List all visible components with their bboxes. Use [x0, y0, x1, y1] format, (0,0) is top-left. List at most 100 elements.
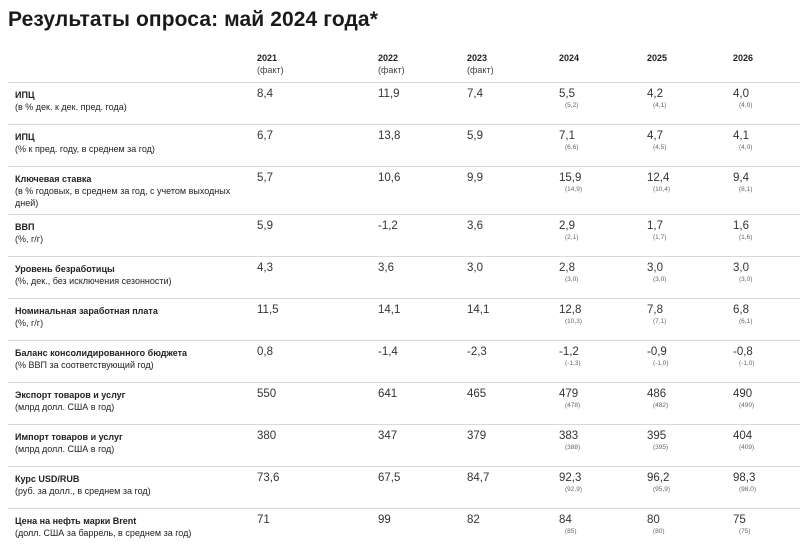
fact-value-2022: -1,4 [378, 346, 398, 358]
previous-forecast-value: (10,4) [653, 186, 670, 193]
previous-forecast-value: (14,9) [565, 186, 582, 193]
fact-value-2023: 82 [467, 514, 480, 526]
column-year: 2025 [647, 53, 668, 63]
forecast-value: 92,3 [559, 472, 582, 484]
table-row: Курс USD/RUB (руб. за долл., в среднем за… [8, 467, 800, 509]
previous-forecast-value: (482) [653, 402, 669, 409]
forecast-cell-2025: 7,8 (7,1) [647, 303, 683, 326]
forecast-value: 4,0 [733, 88, 749, 100]
row-label: Уровень безработицы (%, дек., без исключе… [15, 263, 250, 287]
table-row: ИПЦ (% к пред. году, в среднем за год) 6,7… [8, 125, 800, 167]
fact-value-2023: 5,9 [467, 130, 483, 142]
table-row: Уровень безработицы (%, дек., без исключе… [8, 257, 800, 299]
row-label: Баланс консолидированного бюджета (% ВВП … [15, 347, 250, 371]
indicator-unit: (млрд долл. США в год) [15, 444, 115, 454]
previous-forecast-value: (1,6) [739, 234, 753, 241]
indicator-name: Курс USD/RUB [15, 474, 80, 484]
indicator-unit: (% ВВП за соответствующий год) [15, 360, 154, 370]
row-label: ВВП (%, г/г) [15, 221, 250, 245]
forecast-cell-2026: 1,6 (1,6) [733, 219, 769, 242]
page-title: Результаты опроса: май 2024 года* [8, 8, 378, 31]
table-row: Экспорт товаров и услуг (млрд долл. США в… [8, 383, 800, 425]
indicator-name: Экспорт товаров и услуг [15, 390, 126, 400]
table-row: Импорт товаров и услуг (млрд долл. США в … [8, 425, 800, 467]
column-year: 2026 [733, 53, 754, 63]
forecast-cell-2024: 5,5 (5,2) [559, 87, 595, 110]
forecast-cell-2025: 12,4 (10,4) [647, 171, 683, 194]
forecast-value: -1,2 [559, 346, 579, 358]
fact-value-2021: 11,5 [257, 304, 279, 316]
fact-value-2023: 7,4 [467, 88, 483, 100]
forecast-cell-2024: 383 (388) [559, 429, 595, 452]
forecast-value: 486 [647, 388, 667, 400]
previous-forecast-value: (-1,0) [739, 360, 755, 367]
fact-value-2023: 3,6 [467, 220, 483, 232]
previous-forecast-value: (4,1) [653, 102, 667, 109]
forecast-cell-2026: 490 (490) [733, 387, 769, 410]
previous-forecast-value: (80) [653, 528, 665, 535]
forecast-value: 15,9 [559, 172, 582, 184]
fact-value-2021: 73,6 [257, 472, 280, 484]
fact-value-2021: 0,8 [257, 346, 273, 358]
column-year: 2023 [467, 53, 488, 63]
column-header-2022: 2022 (факт) [378, 52, 405, 76]
table-row: ИПЦ (в % дек. к дек. пред. года) 8,4 11,9 7,… [8, 83, 800, 125]
fact-value-2023: 14,1 [467, 304, 490, 316]
fact-value-2022: 13,8 [378, 130, 401, 142]
forecast-cell-2024: 84 (85) [559, 513, 595, 536]
column-note: (факт) [378, 65, 405, 75]
forecast-value: 6,8 [733, 304, 749, 316]
fact-value-2023: 3,0 [467, 262, 483, 274]
forecast-cell-2026: 9,4 (8,1) [733, 171, 769, 194]
indicator-name: Уровень безработицы [15, 264, 115, 274]
fact-value-2021: 8,4 [257, 88, 273, 100]
previous-forecast-value: (6,6) [565, 144, 579, 151]
fact-value-2022: 11,9 [378, 88, 400, 100]
forecast-cell-2026: 4,0 (4,0) [733, 87, 769, 110]
previous-forecast-value: (4,0) [739, 102, 753, 109]
forecast-cell-2025: -0,9 (-1,0) [647, 345, 683, 368]
table-row: ВВП (%, г/г) 5,9 -1,2 3,6 2,9 (2,1) 1,7 (1,7) 1,6… [8, 215, 800, 257]
forecast-cell-2024: 7,1 (6,6) [559, 129, 595, 152]
previous-forecast-value: (395) [653, 444, 669, 451]
forecast-cell-2024: 15,9 (14,9) [559, 171, 595, 194]
forecast-value: 2,8 [559, 262, 575, 274]
fact-value-2022: 641 [378, 388, 398, 400]
forecast-value: 5,5 [559, 88, 575, 100]
previous-forecast-value: (8,1) [739, 186, 753, 193]
fact-value-2021: 380 [257, 430, 277, 442]
forecast-value: 4,1 [733, 130, 749, 142]
forecast-cell-2025: 1,7 (1,7) [647, 219, 683, 242]
fact-value-2022: 14,1 [378, 304, 401, 316]
column-note: (факт) [257, 65, 284, 75]
fact-value-2021: 5,7 [257, 172, 273, 184]
forecast-value: 1,7 [647, 220, 663, 232]
column-year: 2021 [257, 53, 278, 63]
previous-forecast-value: (-1,3) [565, 360, 581, 367]
previous-forecast-value: (409) [739, 444, 755, 451]
previous-forecast-value: (85) [565, 528, 577, 535]
forecast-value: 395 [647, 430, 667, 442]
fact-value-2023: -2,3 [467, 346, 487, 358]
column-header-2025: 2025 [647, 52, 667, 64]
forecast-cell-2026: 3,0 (3,0) [733, 261, 769, 284]
column-year: 2024 [559, 53, 580, 63]
forecast-cell-2024: 2,9 (2,1) [559, 219, 595, 242]
indicator-unit: (% к пред. году, в среднем за год) [15, 144, 155, 154]
fact-value-2021: 5,9 [257, 220, 273, 232]
indicator-unit: (%, г/г) [15, 318, 44, 328]
table-row: Баланс консолидированного бюджета (% ВВП … [8, 341, 800, 383]
fact-value-2023: 465 [467, 388, 487, 400]
forecast-table: 2021 (факт) 2022 (факт) 2023 (факт) 2024… [8, 44, 800, 550]
forecast-value: 84 [559, 514, 572, 526]
fact-value-2022: -1,2 [378, 220, 398, 232]
fact-value-2022: 99 [378, 514, 391, 526]
table-row: Ключевая ставка (в % годовых, в среднем з… [8, 167, 800, 215]
indicator-name: Номинальная заработная плата [15, 306, 158, 316]
indicator-unit: (в % годовых, в среднем за год, с учетом… [15, 186, 231, 208]
previous-forecast-value: (478) [565, 402, 581, 409]
column-header-2026: 2026 [733, 52, 753, 64]
forecast-value: 98,3 [733, 472, 756, 484]
indicator-name: Баланс консолидированного бюджета [15, 348, 188, 358]
previous-forecast-value: (10,3) [565, 318, 582, 325]
